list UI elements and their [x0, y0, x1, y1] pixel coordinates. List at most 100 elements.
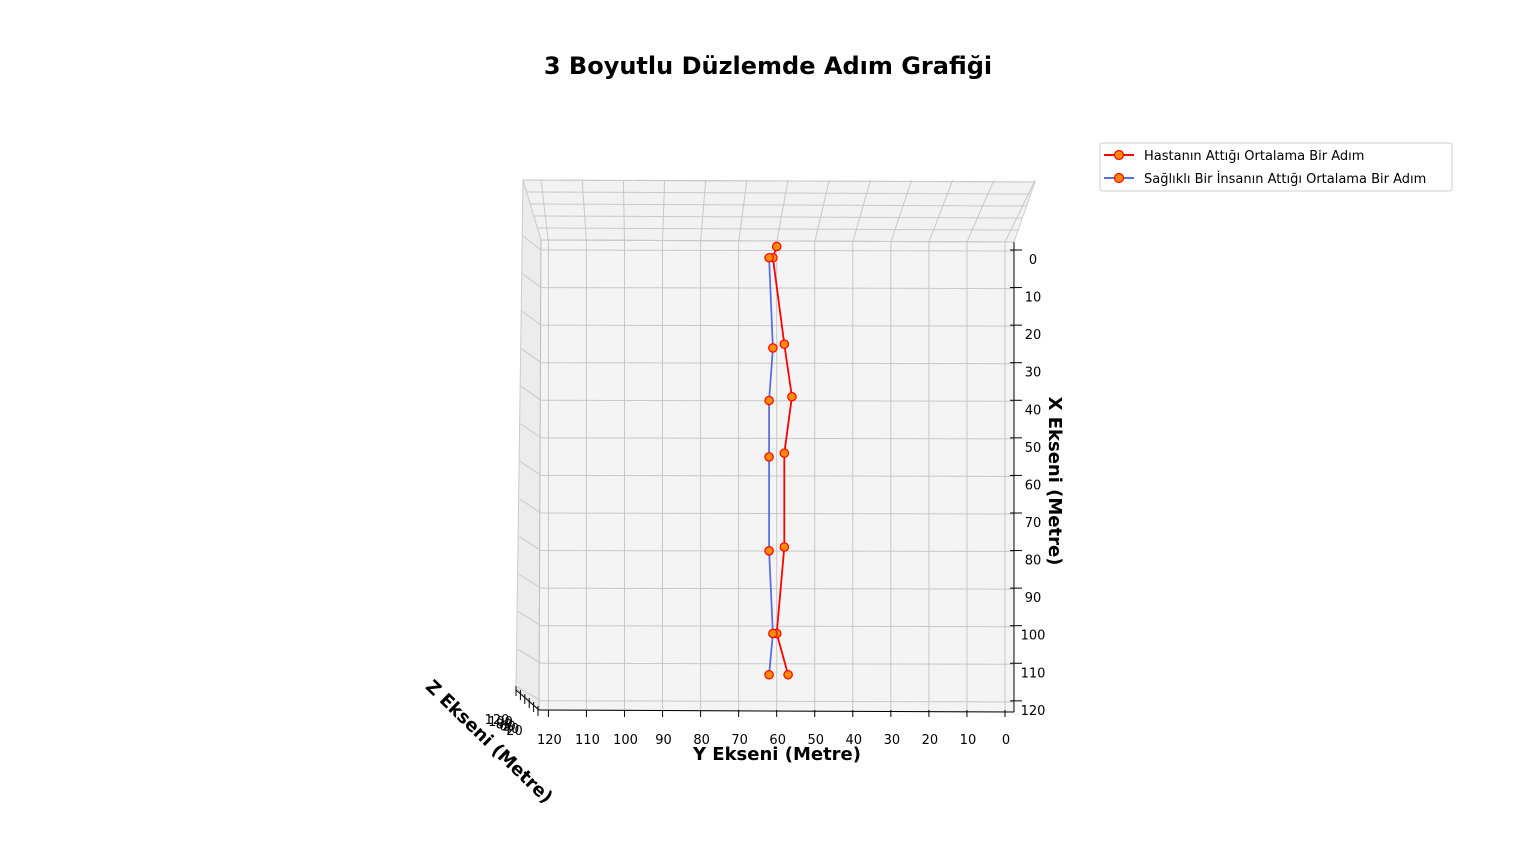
grid-line-y-top	[581, 179, 587, 243]
legend-box	[1099, 142, 1453, 192]
grid-line-x	[540, 587, 1015, 590]
grid-line-y-top	[814, 179, 830, 243]
grid-line-x	[540, 474, 1015, 477]
series-line-0	[771, 246, 793, 676]
grid-line-y-top	[776, 179, 789, 243]
axis-layer: 120 110 100 90 80 70 60 50 40 30 20 10 0010203040506…	[485, 242, 1046, 748]
z-axis-line	[515, 689, 540, 711]
y-tick-label: 50	[807, 733, 824, 748]
grid-line-z	[540, 239, 1015, 243]
grid-line-x-left	[519, 536, 542, 551]
y-axis-title: Y Ekseni (Metre)	[692, 744, 861, 765]
x-tick-label: 110	[1021, 666, 1046, 681]
grid-line-y-top	[890, 179, 913, 243]
legend-marker-healthy	[1113, 172, 1125, 184]
grid-line-x-left	[519, 498, 542, 514]
grid-line-x-left	[521, 348, 542, 364]
x-tick-label: 100	[1021, 629, 1046, 644]
grid-line-x	[540, 700, 1015, 703]
y-tick-label: 60	[769, 733, 786, 748]
y-tick-label: 80	[693, 733, 710, 748]
series-layer	[764, 241, 797, 680]
grid-line-x	[540, 512, 1015, 515]
series-1-point	[764, 546, 774, 556]
grid-line-x	[540, 324, 1015, 327]
grid-line-x-left	[520, 385, 542, 401]
legend: Hastanın Attığı Ortalama Bir Adım Sağlık…	[1099, 142, 1453, 192]
x-tick-label: 80	[1025, 554, 1042, 569]
grid-line-y-top	[852, 179, 871, 243]
y-tick-label: 0	[1002, 733, 1010, 748]
grid-line-x-left	[517, 686, 542, 702]
series-1-point	[764, 452, 774, 462]
grid-line-x-left	[522, 273, 542, 288]
series-1-point	[764, 669, 774, 680]
series-1-point	[764, 395, 774, 406]
top-pane	[522, 179, 1036, 243]
x-tick-label: 30	[1025, 366, 1042, 381]
y-tick-label: 110	[575, 733, 600, 748]
z-tick-label: 20	[506, 724, 523, 739]
y-tick-label: 20	[922, 733, 939, 748]
grid-line-x-left	[520, 423, 542, 439]
series-1-point	[768, 628, 778, 639]
y-tick-label: 30	[884, 733, 901, 748]
series-0-point	[787, 391, 797, 402]
z-tick-label: 80	[496, 717, 513, 732]
grid-line-y-top	[662, 179, 666, 243]
grid-line-x-left	[522, 235, 542, 251]
z-tick-label: 40	[503, 722, 520, 737]
series-1-point	[768, 343, 778, 353]
legend-marker-patient	[1113, 149, 1125, 161]
grid-line-x	[540, 662, 1015, 665]
z-tick-label: 60	[499, 720, 516, 735]
grid-line-z	[526, 191, 1031, 195]
grid-line-y-top	[1004, 179, 1036, 243]
y-tick-label: 90	[655, 733, 672, 748]
z-tick-label: 120	[485, 713, 510, 728]
grid-line-z	[530, 203, 1027, 207]
grid-line-x-left	[521, 310, 542, 326]
grid-line-x-left	[518, 573, 542, 589]
grid-line-x	[540, 399, 1015, 402]
legend-label-patient: Hastanın Attığı Ortalama Bir Adım	[1144, 149, 1364, 164]
x-axis-title: X Ekseni (Metre)	[1044, 397, 1065, 566]
legend-label-healthy: Sağlıklı Bir İnsanın Attığı Ortalama Bir…	[1144, 171, 1426, 187]
series-0-point	[783, 669, 793, 680]
grid-line-x-left	[518, 611, 542, 627]
x-tick-label: 0	[1029, 253, 1037, 268]
series-0-point	[779, 448, 790, 458]
series-1-point	[764, 252, 774, 263]
y-tick-label: 70	[731, 733, 748, 748]
x-tick-label: 40	[1025, 403, 1042, 418]
grid-line-x	[540, 437, 1015, 440]
x-tick-label: 20	[1025, 328, 1042, 343]
grid-line-y-top	[928, 179, 954, 243]
y-tick-label: 100	[613, 733, 638, 748]
y-tick-label: 40	[846, 733, 863, 748]
left-pane	[515, 179, 542, 712]
grid-line-x	[540, 362, 1015, 365]
series-0-point	[771, 241, 782, 252]
y-tick-label: 10	[960, 733, 977, 748]
x-tick-label: 120	[1021, 704, 1046, 719]
grid-line-y-top	[622, 179, 625, 243]
grid-line-y-top	[738, 179, 748, 243]
x-tick-label: 70	[1025, 516, 1042, 531]
grid-line-z	[533, 215, 1023, 219]
grid-line-z	[537, 227, 1019, 231]
chart-title: 3 Boyutlu Düzlemde Adım Grafiği	[544, 52, 992, 80]
series-0-point	[779, 339, 790, 349]
x-tick-label: 10	[1025, 291, 1042, 306]
grid-line-z	[522, 179, 1036, 183]
y-tick-label: 120	[537, 733, 562, 748]
grid-line-y-top	[540, 179, 549, 243]
grid-line-y-top	[700, 179, 707, 243]
grid-line-x	[540, 550, 1015, 553]
x-tick-label: 50	[1025, 441, 1042, 456]
z-tick-label: 100	[488, 715, 513, 730]
grid-line-y-top	[966, 179, 995, 243]
series-0-point	[779, 542, 790, 552]
x-tick-label: 90	[1025, 591, 1042, 606]
